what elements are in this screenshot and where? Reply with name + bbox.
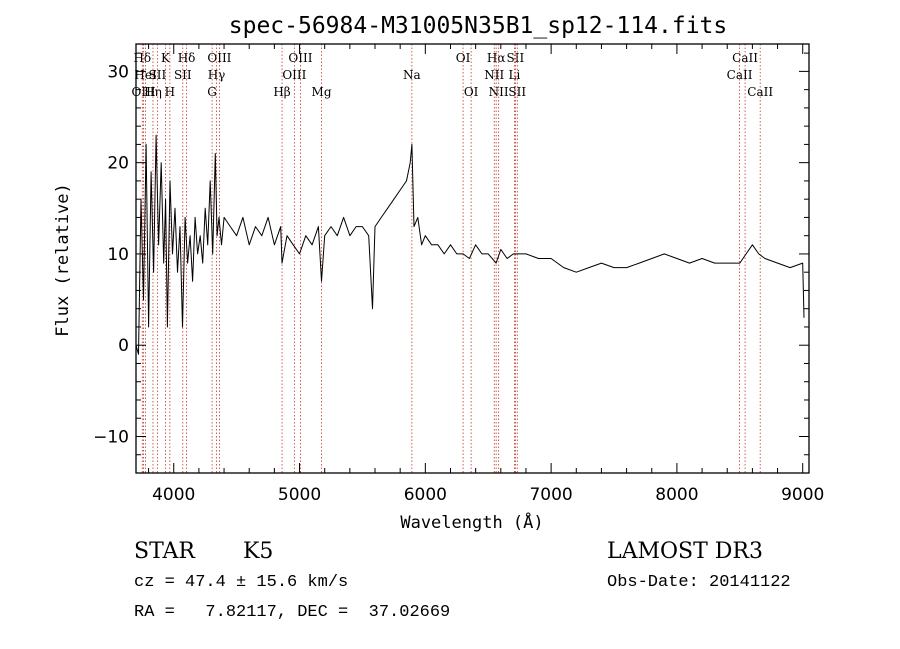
- spectral-line-label: Hβ: [273, 85, 290, 99]
- spectral-line-label: SII: [507, 51, 525, 65]
- y-axis-label: Flux (relative): [53, 183, 73, 337]
- spectral-line-label: CaII: [747, 85, 773, 99]
- spectral-line-label: OIII: [282, 68, 306, 82]
- survey-label: LAMOST DR3: [607, 539, 763, 564]
- x-tick-label: 9000: [781, 485, 824, 505]
- x-tick-label: 6000: [404, 485, 447, 505]
- y-tick-label: 10: [107, 245, 129, 265]
- spectrum-series-layer: [135, 134, 805, 355]
- x-tick-label: 4000: [152, 485, 195, 505]
- axes-layer: 4000 5000 6000 7000 8000 9000 −10 0 10 20 30: [93, 43, 824, 505]
- coordinates: RA = 7.82117, DEC = 37.02669: [134, 603, 451, 622]
- spectral-line-label: OIII: [132, 85, 156, 99]
- spectrum-line: [135, 134, 805, 355]
- spectral-line-label: Hδ: [178, 51, 196, 65]
- spectral-line-label: Hα: [487, 51, 506, 65]
- spectral-line-label: G: [207, 85, 217, 99]
- spectral-line-label: K: [161, 51, 171, 65]
- spectral-line-label: CaII: [732, 51, 758, 65]
- x-tick-label: 5000: [278, 485, 321, 505]
- x-axis-label: Wavelength (Å): [400, 511, 543, 533]
- spectral-line-label: OI: [464, 85, 479, 99]
- spectral-line-label: H: [165, 85, 175, 99]
- object-subclass: K5: [243, 539, 274, 564]
- x-tick-label: 7000: [529, 485, 572, 505]
- spectral-line-label: SII: [149, 68, 167, 82]
- spectral-line-label: SII: [508, 85, 526, 99]
- spectral-line-label: NII: [484, 68, 504, 82]
- spectral-line-label: OI: [456, 51, 471, 65]
- chart-title: spec-56984-M31005N35B1_sp12-114.fits: [229, 13, 728, 39]
- spectral-line-label: Na: [403, 68, 421, 82]
- y-tick-label: 30: [107, 62, 129, 82]
- y-tick-label: 20: [107, 154, 129, 174]
- spectral-line-label: Hγ: [208, 68, 226, 82]
- x-tick-label: 8000: [655, 485, 698, 505]
- spectral-line-label: Li: [508, 68, 520, 82]
- observation-date: Obs-Date: 20141122: [607, 573, 791, 592]
- redshift-velocity: cz = 47.4 ± 15.6 km/s: [134, 573, 349, 592]
- y-tick-label: −10: [93, 427, 129, 447]
- spectral-line-label: Mg: [312, 85, 332, 99]
- spectral-line-label: Hη: [144, 85, 162, 99]
- spectral-line-label: Hδ: [133, 51, 151, 65]
- spectral-line-label: NII: [489, 85, 509, 99]
- object-class: STAR: [134, 539, 195, 564]
- spectral-line-label: CaII: [727, 68, 753, 82]
- y-tick-label: 0: [118, 336, 129, 356]
- spectral-line-label: SII: [174, 68, 192, 82]
- plot-frame: [135, 43, 810, 474]
- spectral-line-label: OIII: [207, 51, 231, 65]
- spectral-line-label: OIII: [288, 51, 312, 65]
